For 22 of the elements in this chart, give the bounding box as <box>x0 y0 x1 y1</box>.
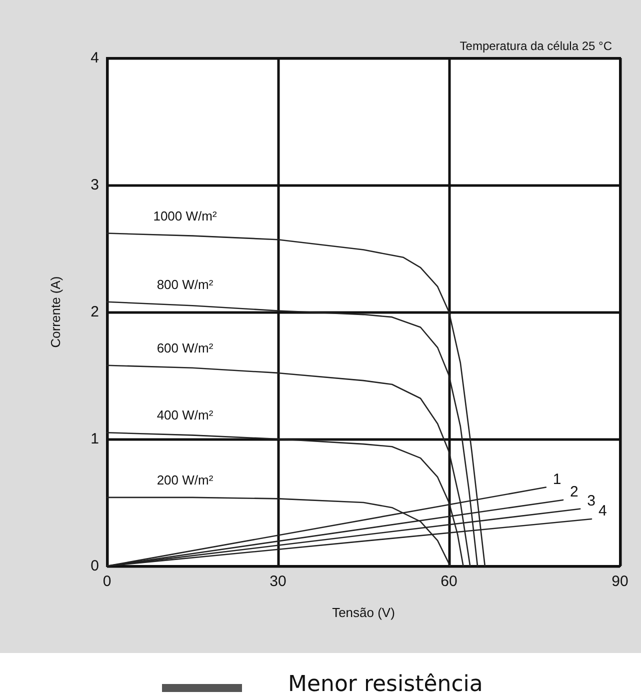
x-tick-label: 30 <box>270 573 286 590</box>
chart-title: Temperatura da célula 25 °C <box>460 39 612 53</box>
series-label: 1 <box>552 470 562 488</box>
series-label: 200 W/m² <box>156 472 214 488</box>
series-label: 1000 W/m² <box>153 208 218 224</box>
text: Menor resistência <box>288 672 483 697</box>
series-label: 800 W/m² <box>156 276 214 292</box>
series-label: 2 <box>570 483 578 500</box>
y-tick-label: 2 <box>90 304 99 320</box>
y-tick-label: 1 <box>90 430 99 448</box>
y-tick-label: 3 <box>90 176 99 194</box>
y-tick-label: 0 <box>90 558 99 574</box>
series-label: 3 <box>587 492 596 510</box>
y-axis-title: Corrente (A) <box>48 276 63 348</box>
series-label: 4 <box>598 502 607 520</box>
series-label: 600 W/m² <box>156 340 214 356</box>
x-tick-label: 60 <box>440 573 458 590</box>
y-tick-label: 4 <box>90 50 99 66</box>
x-tick-label: 0 <box>102 573 112 590</box>
x-axis-title: Tensão (V) <box>332 605 395 620</box>
series-label: 400 W/m² <box>156 408 214 423</box>
x-tick-label: 90 <box>612 573 628 590</box>
